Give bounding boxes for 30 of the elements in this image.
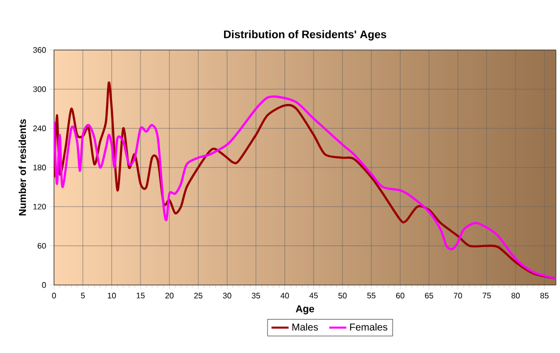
x-tick-label: 25: [194, 292, 202, 298]
y-tick-label: 240: [33, 126, 46, 132]
legend-label: Females: [350, 323, 388, 331]
y-tick-label: 360: [33, 47, 46, 53]
x-tick-label: 10: [108, 292, 116, 298]
x-tick-label: 40: [280, 292, 289, 298]
x-tick-label: 35: [252, 292, 260, 298]
x-tick-label: 80: [512, 292, 520, 298]
x-tick-label: 50: [338, 292, 347, 298]
y-axis-title: Number of residents: [18, 119, 26, 216]
x-tick-label: 55: [367, 292, 376, 298]
x-tick-label: 75: [482, 292, 491, 298]
x-axis-title: Age: [296, 305, 314, 314]
x-tick-label: 20: [165, 292, 174, 298]
x-tick-label: 65: [425, 292, 434, 298]
legend-label: Males: [292, 323, 318, 331]
x-tick-label: 85: [540, 292, 549, 298]
x-tick-label: 30: [222, 292, 232, 298]
y-tick-label: 120: [33, 204, 46, 210]
x-tick-label: 5: [80, 292, 85, 298]
x-tick-label: 70: [454, 292, 462, 298]
x-tick-label: 45: [309, 292, 318, 298]
y-tick-label: 60: [38, 242, 46, 249]
y-tick-label: 300: [33, 86, 46, 92]
x-tick-label: 0: [52, 292, 56, 298]
x-tick-label: 15: [136, 292, 145, 298]
y-tick-label: 0: [42, 282, 46, 288]
y-tick-label: 180: [33, 164, 46, 170]
chart-title: Distribution of Residents' Ages: [224, 30, 386, 40]
x-tick-label: 60: [396, 292, 404, 298]
